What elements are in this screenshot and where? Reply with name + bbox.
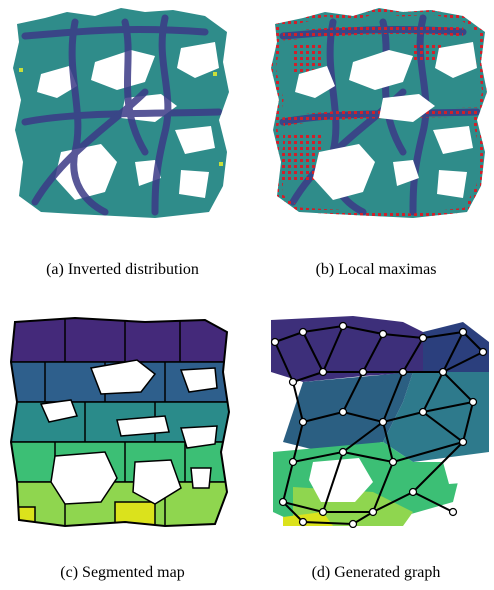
caption-a: (a) Inverted distribution	[46, 261, 199, 278]
segmented-map-image	[9, 316, 231, 528]
inverted-distribution-image	[13, 8, 229, 218]
local-maximas-image	[271, 8, 487, 218]
generated-graph-image	[270, 316, 489, 528]
caption-b: (b) Local maximas	[315, 261, 437, 278]
panel-local-maximas	[263, 2, 494, 220]
panel-inverted-distribution	[5, 2, 237, 220]
panel-segmented-map	[5, 312, 237, 528]
panel-generated-graph	[263, 312, 494, 528]
caption-d: (d) Generated graph	[311, 564, 441, 581]
caption-c: (c) Segmented map	[60, 564, 185, 581]
